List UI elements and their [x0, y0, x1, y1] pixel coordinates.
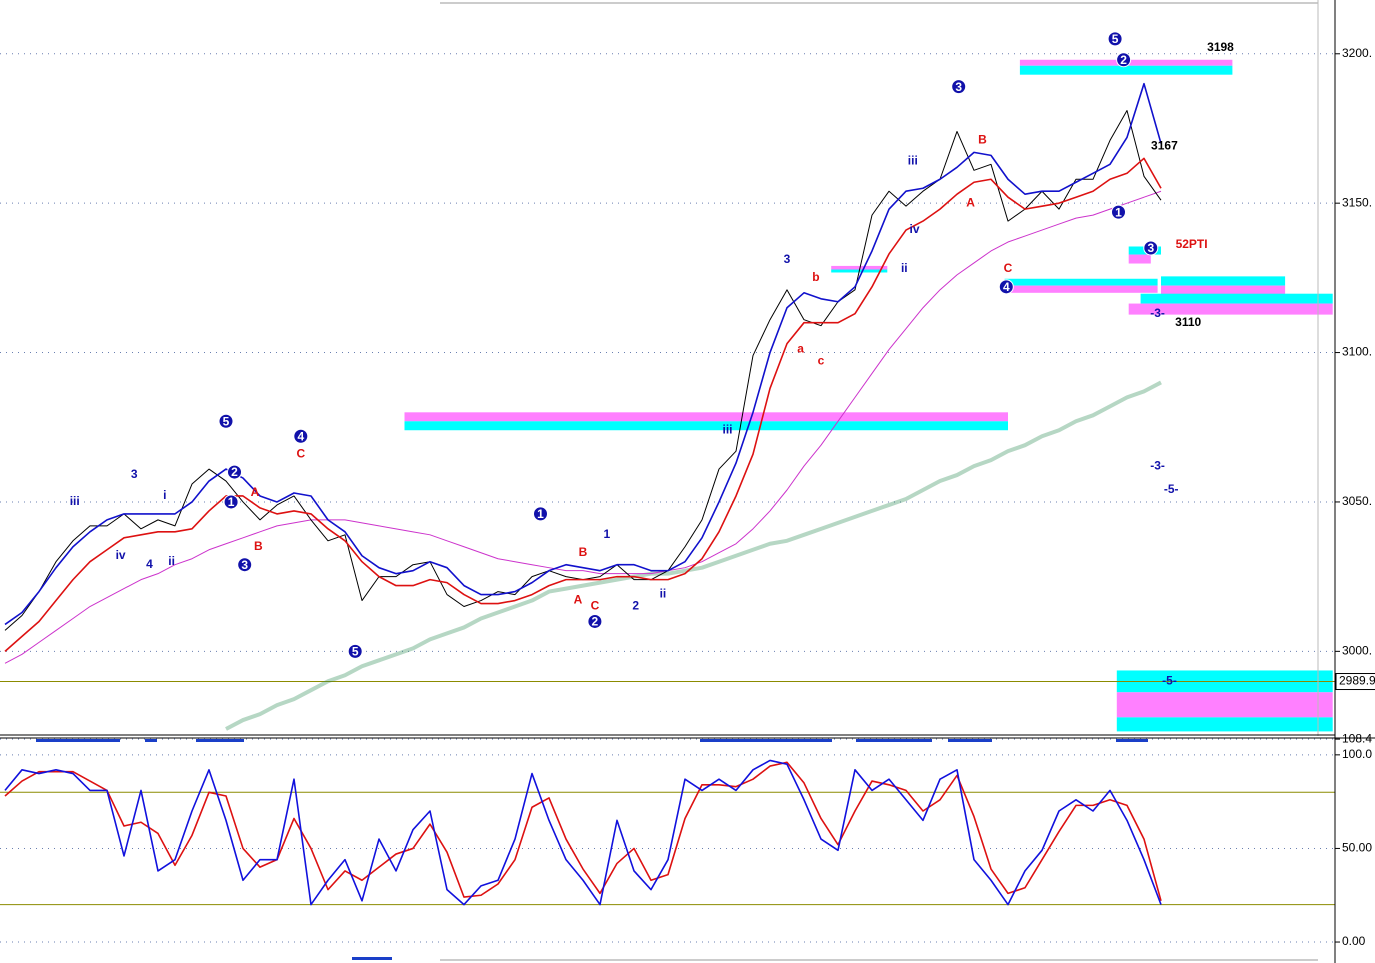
wave-label: ii — [660, 587, 667, 601]
wave-circle — [218, 413, 234, 429]
labels: 3200.3150.3100.3050.3000.2989.952134C512… — [70, 31, 1375, 948]
wave-label: 3 — [1147, 241, 1154, 255]
series-line — [4, 761, 1162, 902]
y-tick-label: 3000. — [1342, 644, 1372, 658]
zone — [1161, 285, 1286, 296]
wave-label: iv — [909, 222, 919, 236]
wave-label: C — [1004, 261, 1013, 275]
wave-label: 3 — [784, 252, 791, 266]
wave-label: -5- — [1162, 673, 1177, 687]
zone — [831, 265, 888, 270]
wave-label: iii — [722, 422, 732, 436]
y-tick-label: 3150. — [1342, 195, 1372, 209]
wave-label: 4 — [297, 429, 304, 443]
wave-label: 5 — [1112, 32, 1119, 46]
price-marker-box — [1335, 673, 1375, 691]
wave-label: 1 — [537, 507, 544, 521]
zone — [1116, 692, 1333, 718]
wave-label: iii — [908, 154, 918, 168]
wave-label: C — [296, 446, 305, 460]
wave-label: 3 — [955, 80, 962, 94]
wave-label: 2 — [231, 465, 238, 479]
wave-label: 2 — [1120, 53, 1127, 67]
wave-label: B — [254, 539, 263, 553]
zone — [1128, 303, 1333, 315]
wave-circle — [223, 494, 239, 510]
wave-label: 3167 — [1151, 139, 1178, 153]
wave-label: 1 — [603, 527, 610, 541]
wave-circle — [1111, 204, 1126, 220]
series-line — [4, 190, 1162, 664]
series-line — [4, 82, 1162, 626]
wave-label: c — [818, 354, 825, 368]
wave-label: 3 — [131, 467, 138, 481]
wave-circle — [1116, 52, 1132, 68]
zone — [1140, 293, 1333, 304]
wave-label: 3110 — [1175, 315, 1201, 329]
wave-label: b — [812, 270, 819, 284]
wave-circle — [1107, 31, 1123, 47]
wave-circle — [951, 79, 967, 95]
wave-label: -5- — [1164, 482, 1179, 496]
y-tick-label: 3200. — [1342, 46, 1372, 60]
wave-label: 2 — [632, 599, 639, 613]
wave-circle — [533, 506, 548, 522]
wave-circle — [237, 557, 253, 573]
y-tick-label: 100.0 — [1342, 747, 1372, 761]
wave-label: 4 — [146, 557, 153, 571]
zone — [1116, 717, 1333, 732]
y-tick-label: 0.00 — [1342, 934, 1366, 948]
wave-label: B — [579, 545, 588, 559]
wave-label: -3- — [1150, 306, 1165, 320]
wave-circle — [347, 643, 363, 659]
wave-circle — [1143, 240, 1159, 256]
wave-label: 52PTI — [1176, 237, 1208, 251]
y-tick-label: 50.00 — [1342, 841, 1372, 855]
series-line — [225, 380, 1162, 731]
zone — [1161, 276, 1286, 286]
wave-label: -3- — [1150, 458, 1165, 472]
wave-label: A — [574, 593, 583, 607]
price-marker-label: 2989.9 — [1339, 674, 1375, 688]
wave-circle — [587, 613, 603, 629]
wave-circle — [998, 279, 1014, 295]
wave-label: 3 — [241, 558, 248, 572]
zone — [404, 412, 1008, 422]
wave-label: iii — [70, 494, 80, 508]
wave-label: iv — [116, 548, 126, 562]
y-tick-label: 3050. — [1342, 494, 1372, 508]
wave-label: 4 — [1003, 280, 1010, 294]
wave-label: 2 — [592, 615, 599, 629]
wave-label: i — [163, 488, 166, 502]
series-line — [4, 759, 1162, 906]
series-line — [4, 157, 1162, 652]
period-markers — [36, 739, 1148, 960]
wave-label: C — [591, 599, 600, 613]
zone — [1004, 278, 1158, 286]
zone — [1019, 65, 1233, 75]
wave-label: B — [978, 133, 987, 147]
zone — [1004, 285, 1158, 293]
zone — [1128, 254, 1151, 264]
wave-label: ii — [901, 261, 908, 275]
wave-circle — [293, 428, 309, 444]
wave-label: 3198 — [1207, 40, 1234, 54]
wave-label: a — [797, 342, 804, 356]
wave-label: A — [251, 485, 260, 499]
wave-label: 5 — [223, 414, 230, 428]
wave-label: 1 — [228, 495, 235, 509]
zone — [404, 421, 1008, 431]
wave-circle — [227, 464, 242, 480]
wave-label: ii — [168, 554, 175, 568]
y-tick-label: 3100. — [1342, 345, 1372, 359]
wave-label: 5 — [352, 645, 359, 659]
lines — [4, 82, 1162, 906]
wave-label: 1 — [1115, 205, 1122, 219]
wave-label: A — [966, 195, 975, 209]
